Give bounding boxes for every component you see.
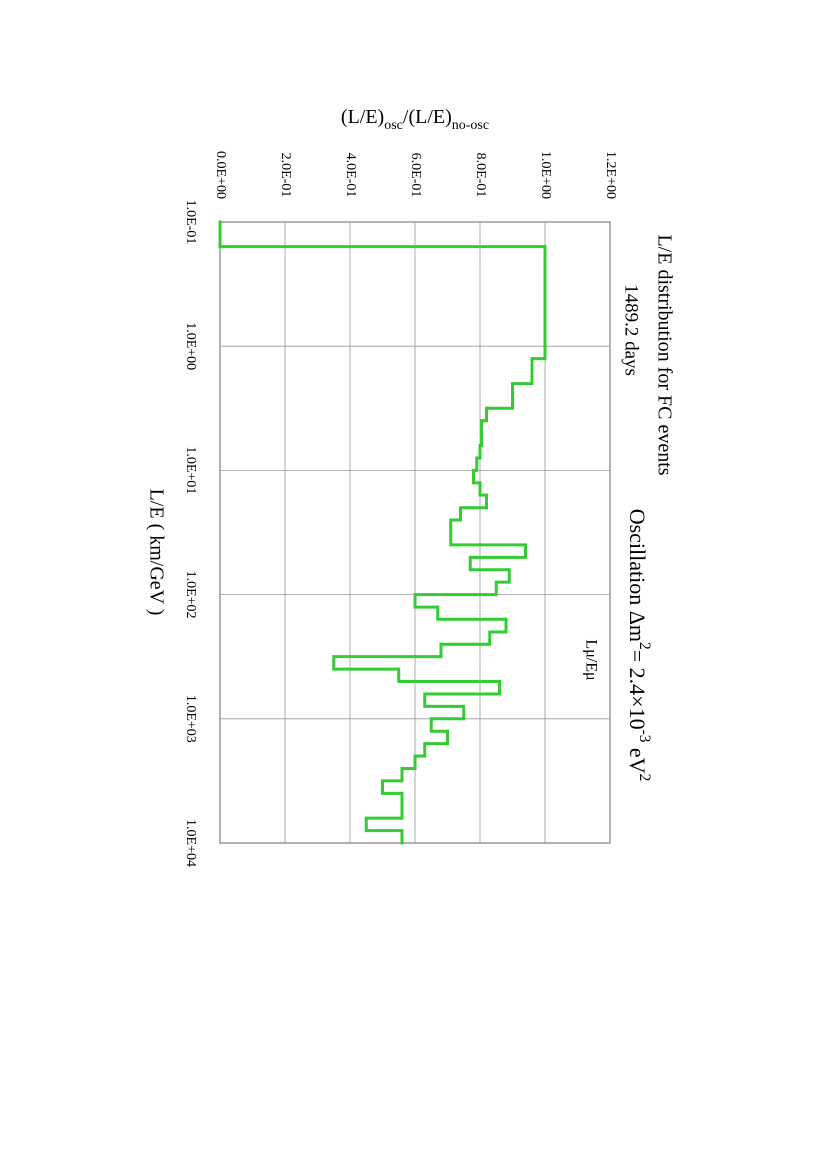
y-tick-label: 1.0E+00 [538, 151, 553, 199]
annotation: Oscillation Δm2= 2.4×10-3 eV2 [625, 509, 653, 782]
legend-label: Lμ/Eμ [582, 639, 599, 680]
y-tick-label: 0.0E+00 [213, 151, 228, 199]
y-axis-label-part: (L/E) [341, 106, 384, 128]
chart-title: L/E distribution for FC events [653, 234, 675, 475]
annotation-part: -3 [636, 730, 653, 743]
x-tick-label: 1.0E-01 [183, 200, 198, 245]
x-tick-label: 1.0E+01 [183, 446, 198, 494]
rotated-plot: L/E distribution for FC events 1489.2 da… [145, 106, 675, 867]
annotation-part: 2 [636, 642, 653, 650]
annotation-part: 2 [636, 774, 653, 782]
x-tick-label: 1.0E+00 [183, 322, 198, 370]
x-tick-label: 1.0E+03 [183, 695, 198, 743]
y-tick-label: 6.0E-01 [408, 153, 423, 198]
y-tick-label: 8.0E-01 [473, 153, 488, 198]
y-axis-label: (L/E)osc/(L/E)no-osc [341, 106, 489, 133]
annotation-part: Oscillation Δm [625, 509, 650, 642]
x-axis-label: L/E ( km/GeV ) [145, 489, 167, 616]
annotation-part: = 2.4×10 [625, 650, 650, 730]
y-axis-label-part: /(L/E) [403, 106, 452, 128]
x-tick-label: 1.0E+04 [183, 819, 198, 867]
y-axis-label-part: no-osc [452, 118, 489, 133]
y-tick-label: 1.2E+00 [603, 151, 618, 199]
subtitle: 1489.2 days [621, 284, 642, 376]
y-tick-label: 4.0E-01 [343, 153, 358, 198]
annotation-part: eV [625, 742, 650, 773]
y-axis-label-part: osc [384, 118, 403, 133]
y-tick-label: 2.0E-01 [278, 153, 293, 198]
x-tick-label: 1.0E+02 [183, 571, 198, 619]
